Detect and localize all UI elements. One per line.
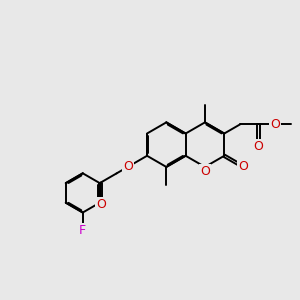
Text: O: O <box>238 160 248 173</box>
Text: O: O <box>254 140 263 153</box>
Text: O: O <box>200 165 210 178</box>
Text: F: F <box>79 224 86 237</box>
Text: O: O <box>270 118 280 131</box>
Text: O: O <box>123 160 133 173</box>
Text: O: O <box>96 198 106 211</box>
